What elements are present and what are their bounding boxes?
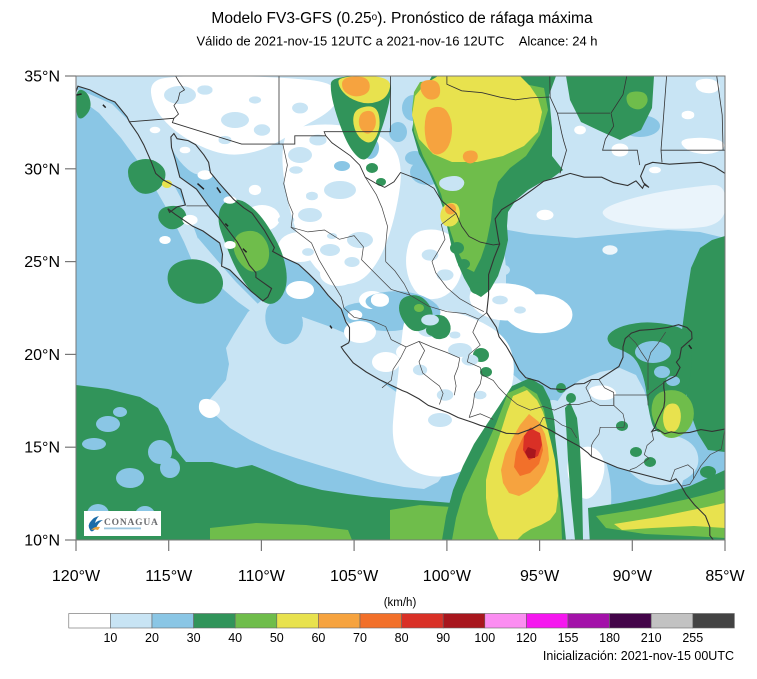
svg-text:110°W: 110°W <box>238 568 286 585</box>
svg-text:50: 50 <box>270 631 284 645</box>
svg-text:Modelo FV3-GFS (0.25o). Pronós: Modelo FV3-GFS (0.25o). Pronóstico de rá… <box>211 10 593 27</box>
svg-text:35°N: 35°N <box>24 69 60 86</box>
svg-text:30: 30 <box>187 631 201 645</box>
svg-text:155: 155 <box>558 631 579 645</box>
svg-text:120: 120 <box>516 631 537 645</box>
svg-text:70: 70 <box>353 631 367 645</box>
svg-text:Inicialización: 2021-nov-15 00: Inicialización: 2021-nov-15 00UTC <box>543 649 734 663</box>
svg-text:210: 210 <box>641 631 662 645</box>
svg-text:60: 60 <box>311 631 325 645</box>
svg-text:15°N: 15°N <box>24 440 60 457</box>
svg-text:40: 40 <box>228 631 242 645</box>
svg-text:(km/h): (km/h) <box>384 597 417 609</box>
svg-text:CONAGUA: CONAGUA <box>104 518 159 528</box>
svg-text:25°N: 25°N <box>24 254 60 271</box>
svg-text:10: 10 <box>103 631 117 645</box>
svg-text:20: 20 <box>145 631 159 645</box>
svg-text:255: 255 <box>682 631 703 645</box>
svg-text:115°W: 115°W <box>145 568 193 585</box>
svg-text:95°W: 95°W <box>520 568 560 585</box>
svg-text:105°W: 105°W <box>330 568 379 585</box>
svg-text:85°W: 85°W <box>705 568 745 585</box>
svg-text:90: 90 <box>436 631 450 645</box>
svg-text:10°N: 10°N <box>24 533 60 550</box>
svg-text:Válido de 2021-nov-15 12UTC a: Válido de 2021-nov-15 12UTC a 2021-nov-1… <box>196 34 597 49</box>
svg-text:20°N: 20°N <box>24 347 60 364</box>
svg-text:100°W: 100°W <box>423 568 472 585</box>
svg-text:90°W: 90°W <box>613 568 653 585</box>
svg-text:120°W: 120°W <box>52 568 101 585</box>
svg-text:80: 80 <box>395 631 409 645</box>
svg-text:100: 100 <box>474 631 495 645</box>
svg-text:30°N: 30°N <box>24 161 60 178</box>
svg-text:180: 180 <box>599 631 620 645</box>
